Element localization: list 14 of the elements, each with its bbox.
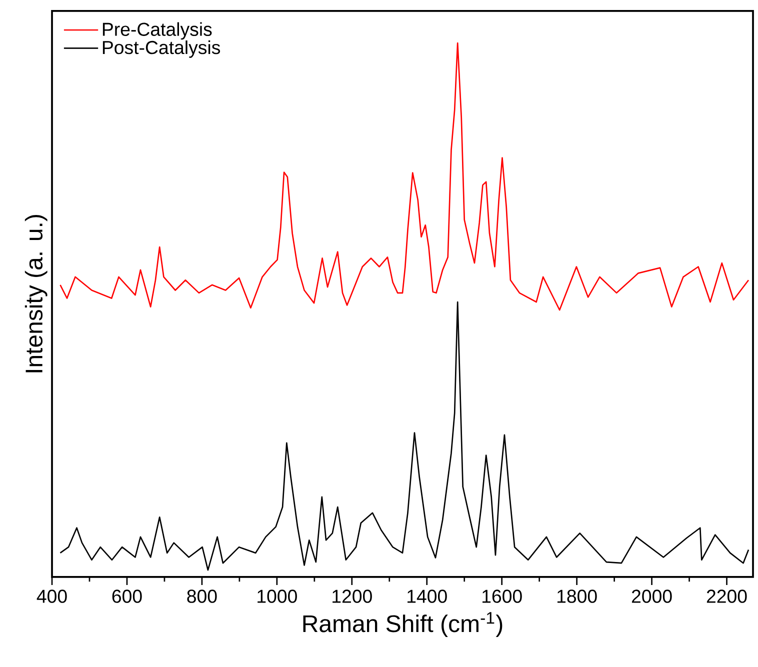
- x-tick-label: 1400: [408, 590, 447, 603]
- x-tick-label: 400: [36, 590, 67, 603]
- legend-label: Pre-Catalysis: [102, 22, 212, 40]
- x-tick-label: 1000: [258, 590, 297, 603]
- x-tick-label: 1800: [557, 590, 597, 603]
- x-axis-title: Raman Shift (cm$^{-1}$): [303, 612, 502, 637]
- x-tick-label: 2000: [632, 590, 672, 603]
- y-axis-title: Intensity (a. u.): [24, 215, 48, 372]
- x-tick-label: 2200: [706, 590, 747, 603]
- x-tick-label: 1200: [332, 590, 372, 603]
- x-tick-label: 800: [187, 590, 217, 603]
- x-tick-label: 600: [112, 590, 142, 603]
- legend-label: Post-Catalysis: [102, 40, 220, 58]
- x-tick-label: 1600: [482, 590, 522, 603]
